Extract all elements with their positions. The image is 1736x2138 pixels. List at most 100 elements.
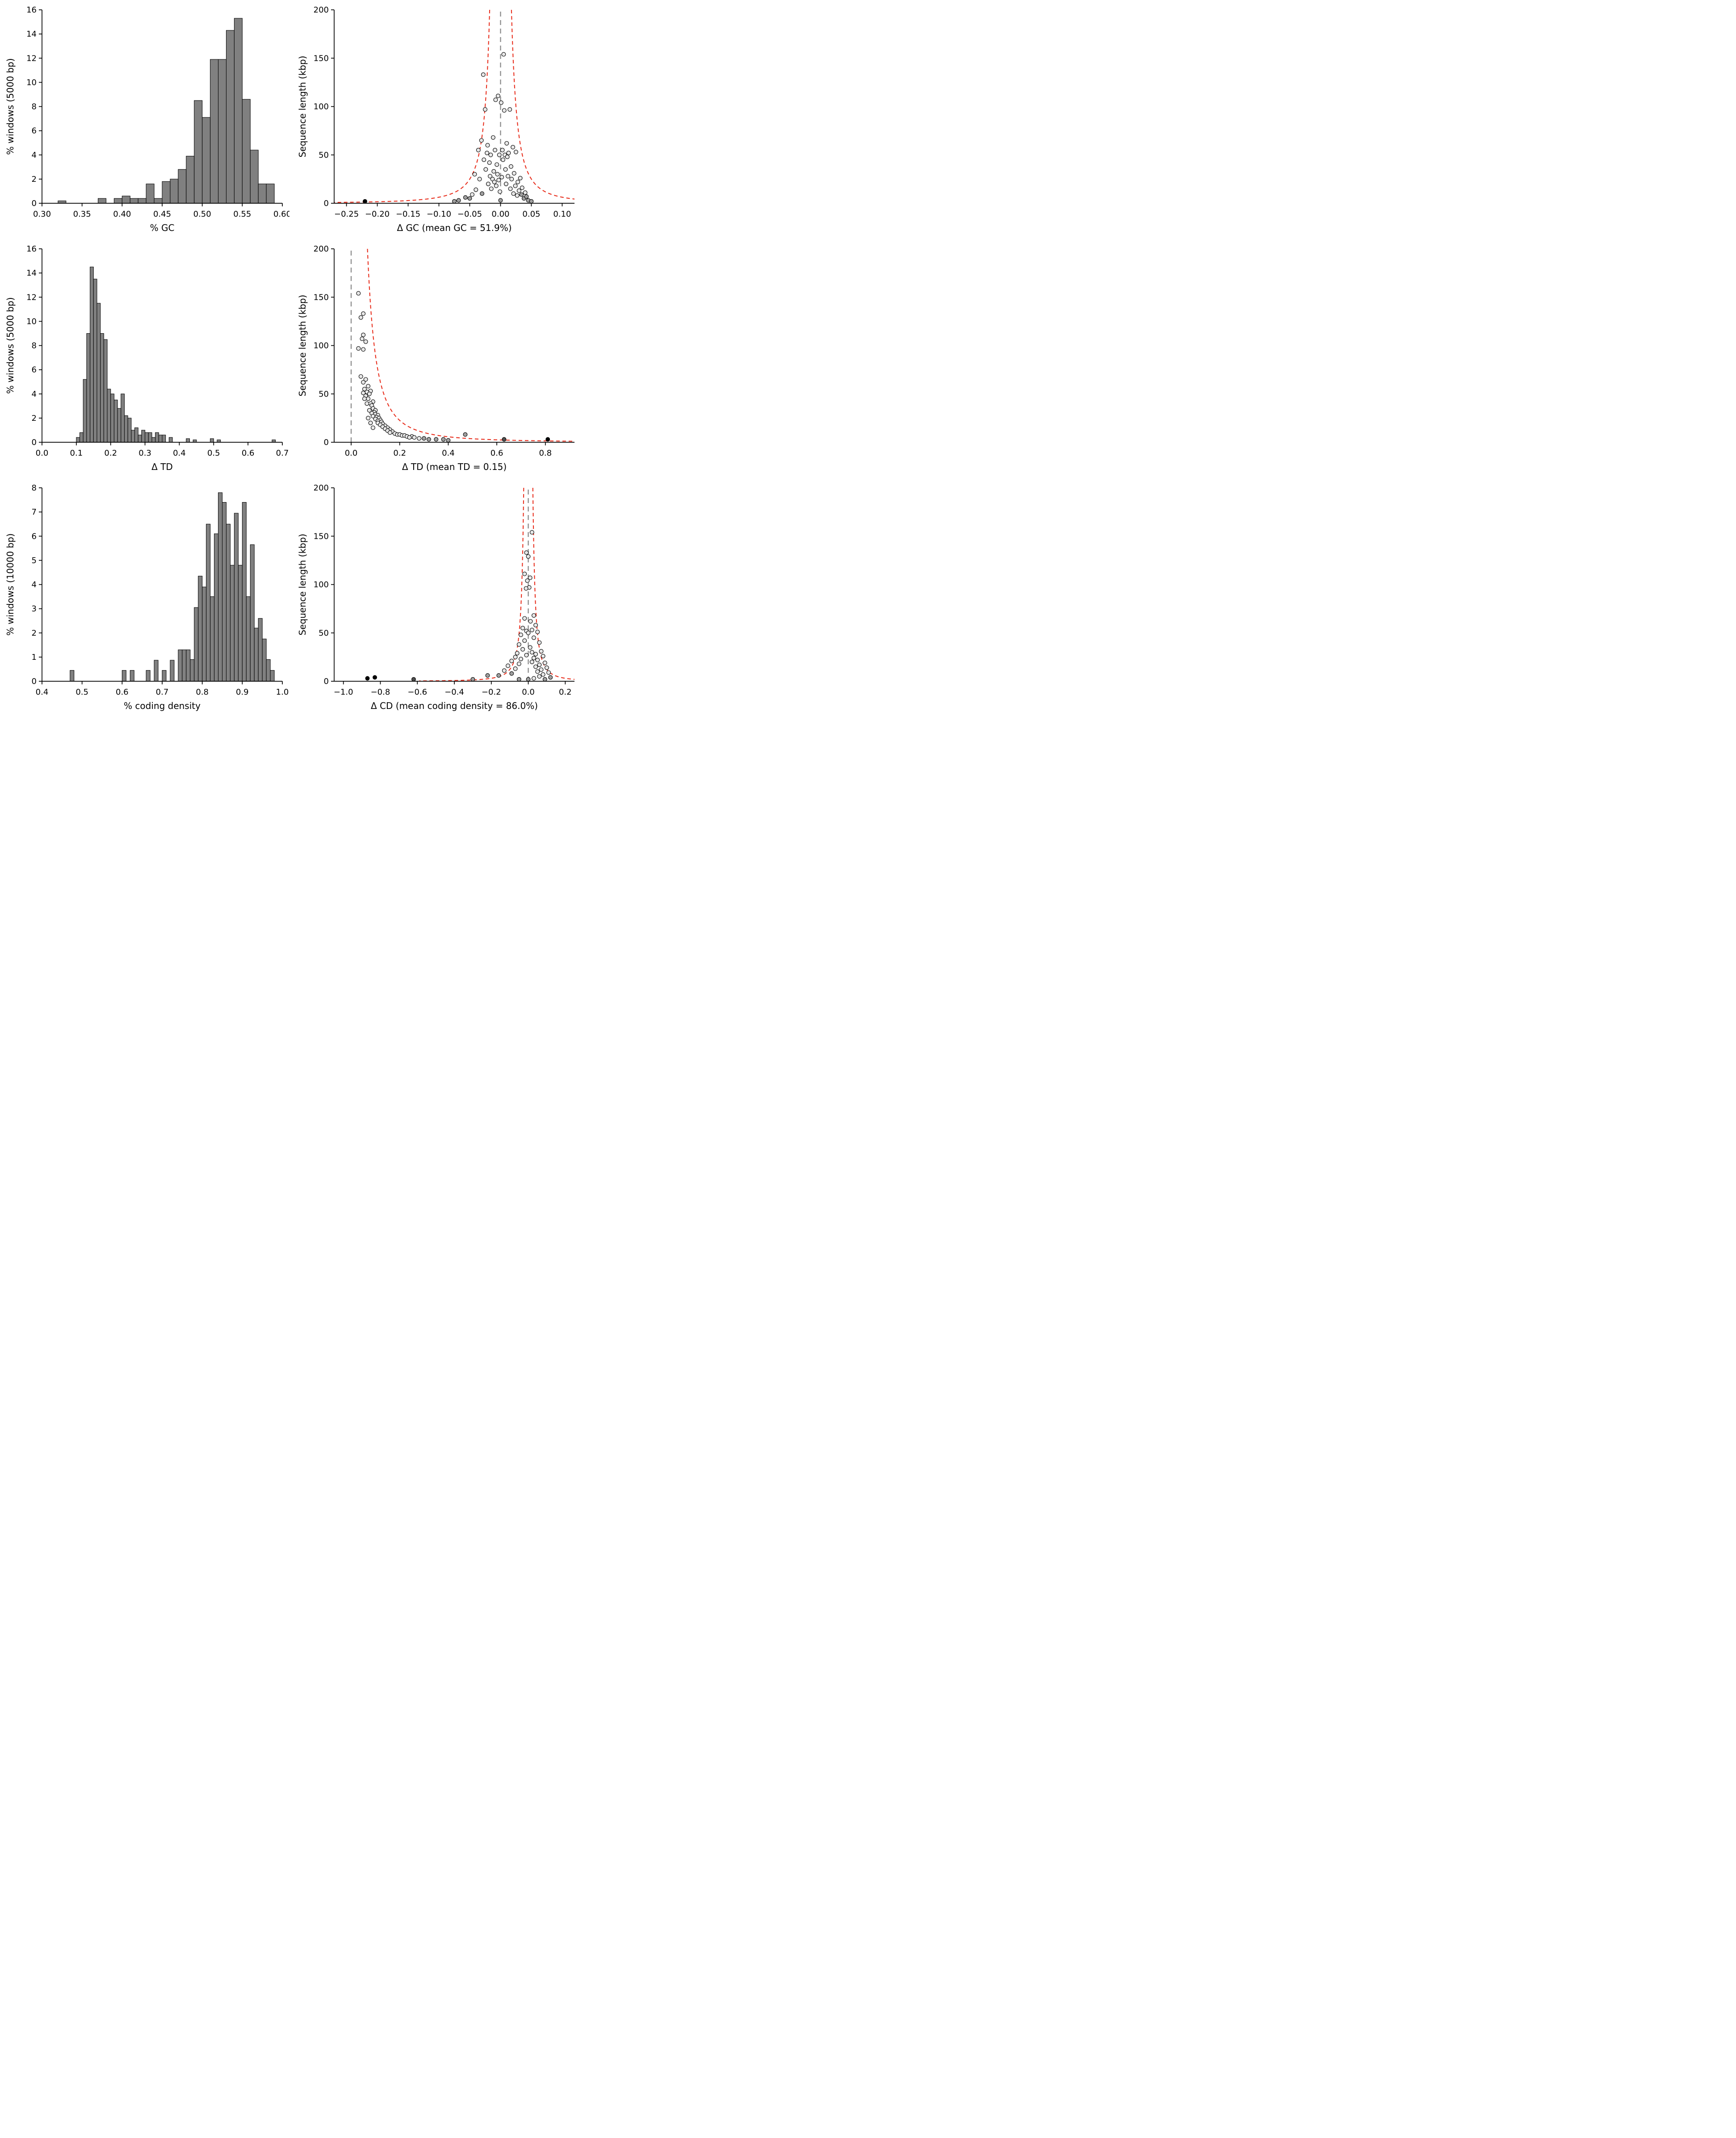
svg-text:Δ GC (mean GC = 51.9%): Δ GC (mean GC = 51.9%) xyxy=(397,222,512,233)
svg-text:50: 50 xyxy=(319,151,329,160)
cd-histogram-chart: 0.4 0.5 0.6 0.7 0.8 0.9 1.0 0 1 2 3 4 5 6 7 8 % coding d… xyxy=(5,483,289,711)
svg-text:1: 1 xyxy=(32,653,37,662)
svg-text:% windows (10000 bp): % windows (10000 bp) xyxy=(5,533,16,636)
svg-text:0.00: 0.00 xyxy=(491,210,509,219)
svg-text:200: 200 xyxy=(314,483,329,493)
svg-text:−0.10: −0.10 xyxy=(427,210,451,219)
svg-text:0: 0 xyxy=(324,199,329,208)
svg-text:0.6: 0.6 xyxy=(491,449,503,458)
panel-cd-scatter: −1.0 −0.8 −0.6 −0.4 −0.2 0.0 0.2 0 50 100 150 200 Δ … xyxy=(296,482,582,716)
svg-text:5: 5 xyxy=(32,556,37,565)
svg-text:0.30: 0.30 xyxy=(33,210,51,219)
svg-text:0.35: 0.35 xyxy=(73,210,91,219)
svg-text:0.4: 0.4 xyxy=(36,688,49,697)
panel-td-scatter: 0.0 0.2 0.4 0.6 0.8 0 50 100 150 200 Δ TD (mean TD… xyxy=(296,243,582,477)
svg-text:−0.20: −0.20 xyxy=(365,210,390,219)
svg-text:8: 8 xyxy=(32,483,37,493)
svg-text:−0.2: −0.2 xyxy=(482,688,501,697)
svg-text:8: 8 xyxy=(32,102,37,112)
svg-text:0.9: 0.9 xyxy=(236,688,249,697)
svg-text:% GC: % GC xyxy=(150,222,175,233)
svg-text:6: 6 xyxy=(32,365,37,375)
svg-text:16: 16 xyxy=(26,5,37,15)
svg-text:0.7: 0.7 xyxy=(156,688,169,697)
svg-text:0.60: 0.60 xyxy=(273,210,289,219)
svg-text:0.0: 0.0 xyxy=(36,449,49,458)
gc-scatter-chart: −0.25 −0.20 −0.15 −0.10 −0.05 0.00 0.05 0.10 0 50… xyxy=(297,5,574,233)
svg-text:16: 16 xyxy=(26,244,37,254)
svg-text:−1.0: −1.0 xyxy=(334,688,353,697)
svg-text:Sequence length (kbp): Sequence length (kbp) xyxy=(297,56,308,158)
svg-text:200: 200 xyxy=(314,5,329,15)
svg-text:0.5: 0.5 xyxy=(75,688,88,697)
svg-text:0.3: 0.3 xyxy=(138,449,151,458)
svg-text:200: 200 xyxy=(314,244,329,254)
svg-text:0.2: 0.2 xyxy=(559,688,572,697)
svg-text:50: 50 xyxy=(319,629,329,638)
cd-scatter-chart: −1.0 −0.8 −0.6 −0.4 −0.2 0.0 0.2 0 50 100 150 200 Δ … xyxy=(297,483,574,711)
svg-text:2: 2 xyxy=(32,414,37,423)
svg-text:12: 12 xyxy=(26,293,37,302)
svg-text:2: 2 xyxy=(32,175,37,184)
svg-text:0.55: 0.55 xyxy=(233,210,251,219)
gc-histogram-chart: 0.30 0.35 0.40 0.45 0.50 0.55 0.60 0 2 4 6 8 10 12 14 1… xyxy=(5,5,289,233)
svg-text:% coding density: % coding density xyxy=(124,700,201,711)
svg-text:0.7: 0.7 xyxy=(276,449,289,458)
svg-text:0.4: 0.4 xyxy=(442,449,455,458)
svg-text:0: 0 xyxy=(32,677,37,686)
svg-text:7: 7 xyxy=(32,507,37,517)
svg-text:4: 4 xyxy=(32,390,37,399)
svg-text:10: 10 xyxy=(26,78,37,87)
svg-text:0.2: 0.2 xyxy=(393,449,406,458)
svg-text:14: 14 xyxy=(26,29,37,39)
svg-text:0.10: 0.10 xyxy=(553,210,571,219)
svg-text:1.0: 1.0 xyxy=(276,688,289,697)
svg-text:0.8: 0.8 xyxy=(539,449,552,458)
panel-td-histogram: 0.0 0.1 0.2 0.3 0.4 0.5 0.6 0.7 0 2 4 6 8 10 12 14 16 Δ T… xyxy=(4,243,289,477)
svg-text:8: 8 xyxy=(32,341,37,351)
svg-text:150: 150 xyxy=(314,293,329,302)
svg-text:150: 150 xyxy=(314,532,329,541)
svg-text:0.4: 0.4 xyxy=(173,449,186,458)
svg-text:0.5: 0.5 xyxy=(207,449,220,458)
svg-text:150: 150 xyxy=(314,54,329,63)
svg-text:12: 12 xyxy=(26,54,37,63)
svg-text:−0.4: −0.4 xyxy=(444,688,464,697)
svg-text:0.1: 0.1 xyxy=(70,449,83,458)
svg-text:0.0: 0.0 xyxy=(345,449,358,458)
svg-text:0.8: 0.8 xyxy=(196,688,209,697)
svg-text:6: 6 xyxy=(32,126,37,136)
td-scatter-chart: 0.0 0.2 0.4 0.6 0.8 0 50 100 150 200 Δ TD (mean TD… xyxy=(297,244,574,472)
svg-text:4: 4 xyxy=(32,151,37,160)
svg-text:0: 0 xyxy=(32,438,37,447)
panel-cd-histogram: 0.4 0.5 0.6 0.7 0.8 0.9 1.0 0 1 2 3 4 5 6 7 8 % coding d… xyxy=(4,482,289,716)
panel-gc-scatter: −0.25 −0.20 −0.15 −0.10 −0.05 0.00 0.05 0.10 0 50… xyxy=(296,4,582,238)
svg-text:0.45: 0.45 xyxy=(153,210,171,219)
svg-text:0.05: 0.05 xyxy=(522,210,540,219)
svg-text:3: 3 xyxy=(32,604,37,614)
svg-text:100: 100 xyxy=(314,580,329,590)
svg-text:Sequence length (kbp): Sequence length (kbp) xyxy=(297,295,308,397)
svg-text:−0.05: −0.05 xyxy=(457,210,482,219)
svg-text:0.6: 0.6 xyxy=(116,688,129,697)
svg-text:0.50: 0.50 xyxy=(193,210,211,219)
svg-text:Δ TD: Δ TD xyxy=(151,461,173,472)
svg-text:14: 14 xyxy=(26,268,37,278)
svg-text:Sequence length (kbp): Sequence length (kbp) xyxy=(297,534,308,636)
svg-text:100: 100 xyxy=(314,341,329,351)
td-histogram-chart: 0.0 0.1 0.2 0.3 0.4 0.5 0.6 0.7 0 2 4 6 8 10 12 14 16 Δ T… xyxy=(5,244,289,472)
svg-text:100: 100 xyxy=(314,102,329,112)
figure-grid: 0.30 0.35 0.40 0.45 0.50 0.55 0.60 0 2 4 6 8 10 12 14 1… xyxy=(0,0,590,720)
svg-text:0: 0 xyxy=(324,677,329,686)
svg-text:6: 6 xyxy=(32,532,37,541)
svg-text:−0.6: −0.6 xyxy=(407,688,427,697)
svg-text:0.0: 0.0 xyxy=(522,688,535,697)
svg-text:0.40: 0.40 xyxy=(113,210,131,219)
svg-text:Δ TD (mean TD = 0.15): Δ TD (mean TD = 0.15) xyxy=(402,461,507,472)
svg-text:% windows (5000 bp): % windows (5000 bp) xyxy=(5,58,16,155)
svg-text:−0.15: −0.15 xyxy=(396,210,420,219)
panel-gc-histogram: 0.30 0.35 0.40 0.45 0.50 0.55 0.60 0 2 4 6 8 10 12 14 1… xyxy=(4,4,289,238)
svg-text:% windows (5000 bp): % windows (5000 bp) xyxy=(5,297,16,394)
svg-text:2: 2 xyxy=(32,629,37,638)
svg-text:0.2: 0.2 xyxy=(104,449,117,458)
